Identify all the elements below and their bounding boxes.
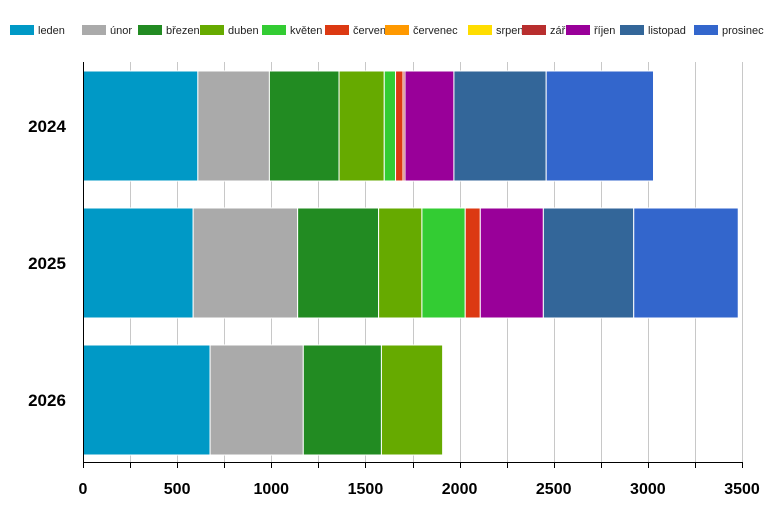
legend-item: prosinec: [694, 25, 764, 37]
legend-item: červenec: [385, 25, 458, 37]
legend-swatch: [138, 25, 162, 35]
x-tick-label: 500: [164, 481, 191, 498]
bar-segment: [464, 207, 481, 319]
legend-swatch: [566, 25, 590, 35]
bar-segment: [545, 70, 655, 182]
x-axis: 0 500 1000 1500 2000 2500 3000 3500: [79, 62, 760, 498]
legend-swatch: [522, 25, 546, 35]
x-tick-label: 2500: [536, 481, 572, 498]
bar-segment: [633, 207, 739, 319]
x-tick-label: 1000: [253, 481, 289, 498]
bar-segment: [268, 70, 340, 182]
legend-label: duben: [228, 25, 259, 37]
legend-swatch: [82, 25, 106, 35]
bar-segment: [421, 207, 466, 319]
bar-segment: [383, 70, 397, 182]
bar-group-2024: [82, 70, 655, 182]
bar-segment: [82, 70, 199, 182]
bar-segment: [378, 207, 423, 319]
legend-item: červen: [325, 25, 386, 37]
legend-item: září: [522, 25, 568, 37]
legend-swatch: [200, 25, 224, 35]
legend-label: červenec: [413, 25, 458, 37]
legend-swatch: [620, 25, 644, 35]
legend-item: říjen: [566, 25, 615, 37]
bar-segment: [302, 344, 382, 456]
bar-segment: [192, 207, 299, 319]
legend-item: srpen: [468, 25, 524, 37]
bar-segment: [297, 207, 380, 319]
bar-group-2025: [82, 207, 739, 319]
bar-segment: [209, 344, 304, 456]
bar-segment: [82, 207, 194, 319]
legend-item: duben: [200, 25, 259, 37]
bar-segment: [453, 70, 547, 182]
legend-label: srpen: [496, 25, 524, 37]
bars: [82, 70, 739, 456]
bar-segment: [380, 344, 444, 456]
legend-label: únor: [110, 25, 132, 37]
legend-swatch: [262, 25, 286, 35]
legend-label: květen: [290, 25, 322, 37]
x-tick-label: 1500: [348, 481, 384, 498]
bar-segment: [479, 207, 544, 319]
y-axis-categories: 2024 2025 2026: [28, 117, 66, 410]
legend-label: říjen: [594, 25, 615, 37]
bar-segment: [404, 70, 455, 182]
legend-item: únor: [82, 25, 132, 37]
legend-label: červen: [353, 25, 386, 37]
legend-label: leden: [38, 25, 65, 37]
x-tick-label: 2000: [442, 481, 478, 498]
legend-swatch: [10, 25, 34, 35]
category-label: 2026: [28, 391, 66, 410]
legend-label: prosinec: [722, 25, 764, 37]
legend-item: listopad: [620, 25, 686, 37]
legend: leden únor březen duben květen červen červenec…: [10, 25, 764, 37]
x-tick-label: 0: [79, 481, 88, 498]
bar-segment: [542, 207, 635, 319]
bar-group-2026: [82, 344, 444, 456]
legend-swatch: [468, 25, 492, 35]
legend-swatch: [325, 25, 349, 35]
legend-swatch: [385, 25, 409, 35]
category-label: 2025: [28, 254, 66, 273]
legend-item: květen: [262, 25, 322, 37]
legend-label: září: [550, 25, 568, 37]
legend-label: listopad: [648, 25, 686, 37]
bar-segment: [338, 70, 385, 182]
legend-item: leden: [10, 25, 65, 37]
bar-segment: [395, 70, 404, 182]
x-tick-label: 3000: [630, 481, 666, 498]
legend-swatch: [694, 25, 718, 35]
legend-label: březen: [166, 25, 200, 37]
bar-segment: [82, 344, 211, 456]
bar-segment: [197, 70, 270, 182]
x-tick-label: 3500: [724, 481, 760, 498]
category-label: 2024: [28, 117, 66, 136]
legend-item: březen: [138, 25, 200, 37]
